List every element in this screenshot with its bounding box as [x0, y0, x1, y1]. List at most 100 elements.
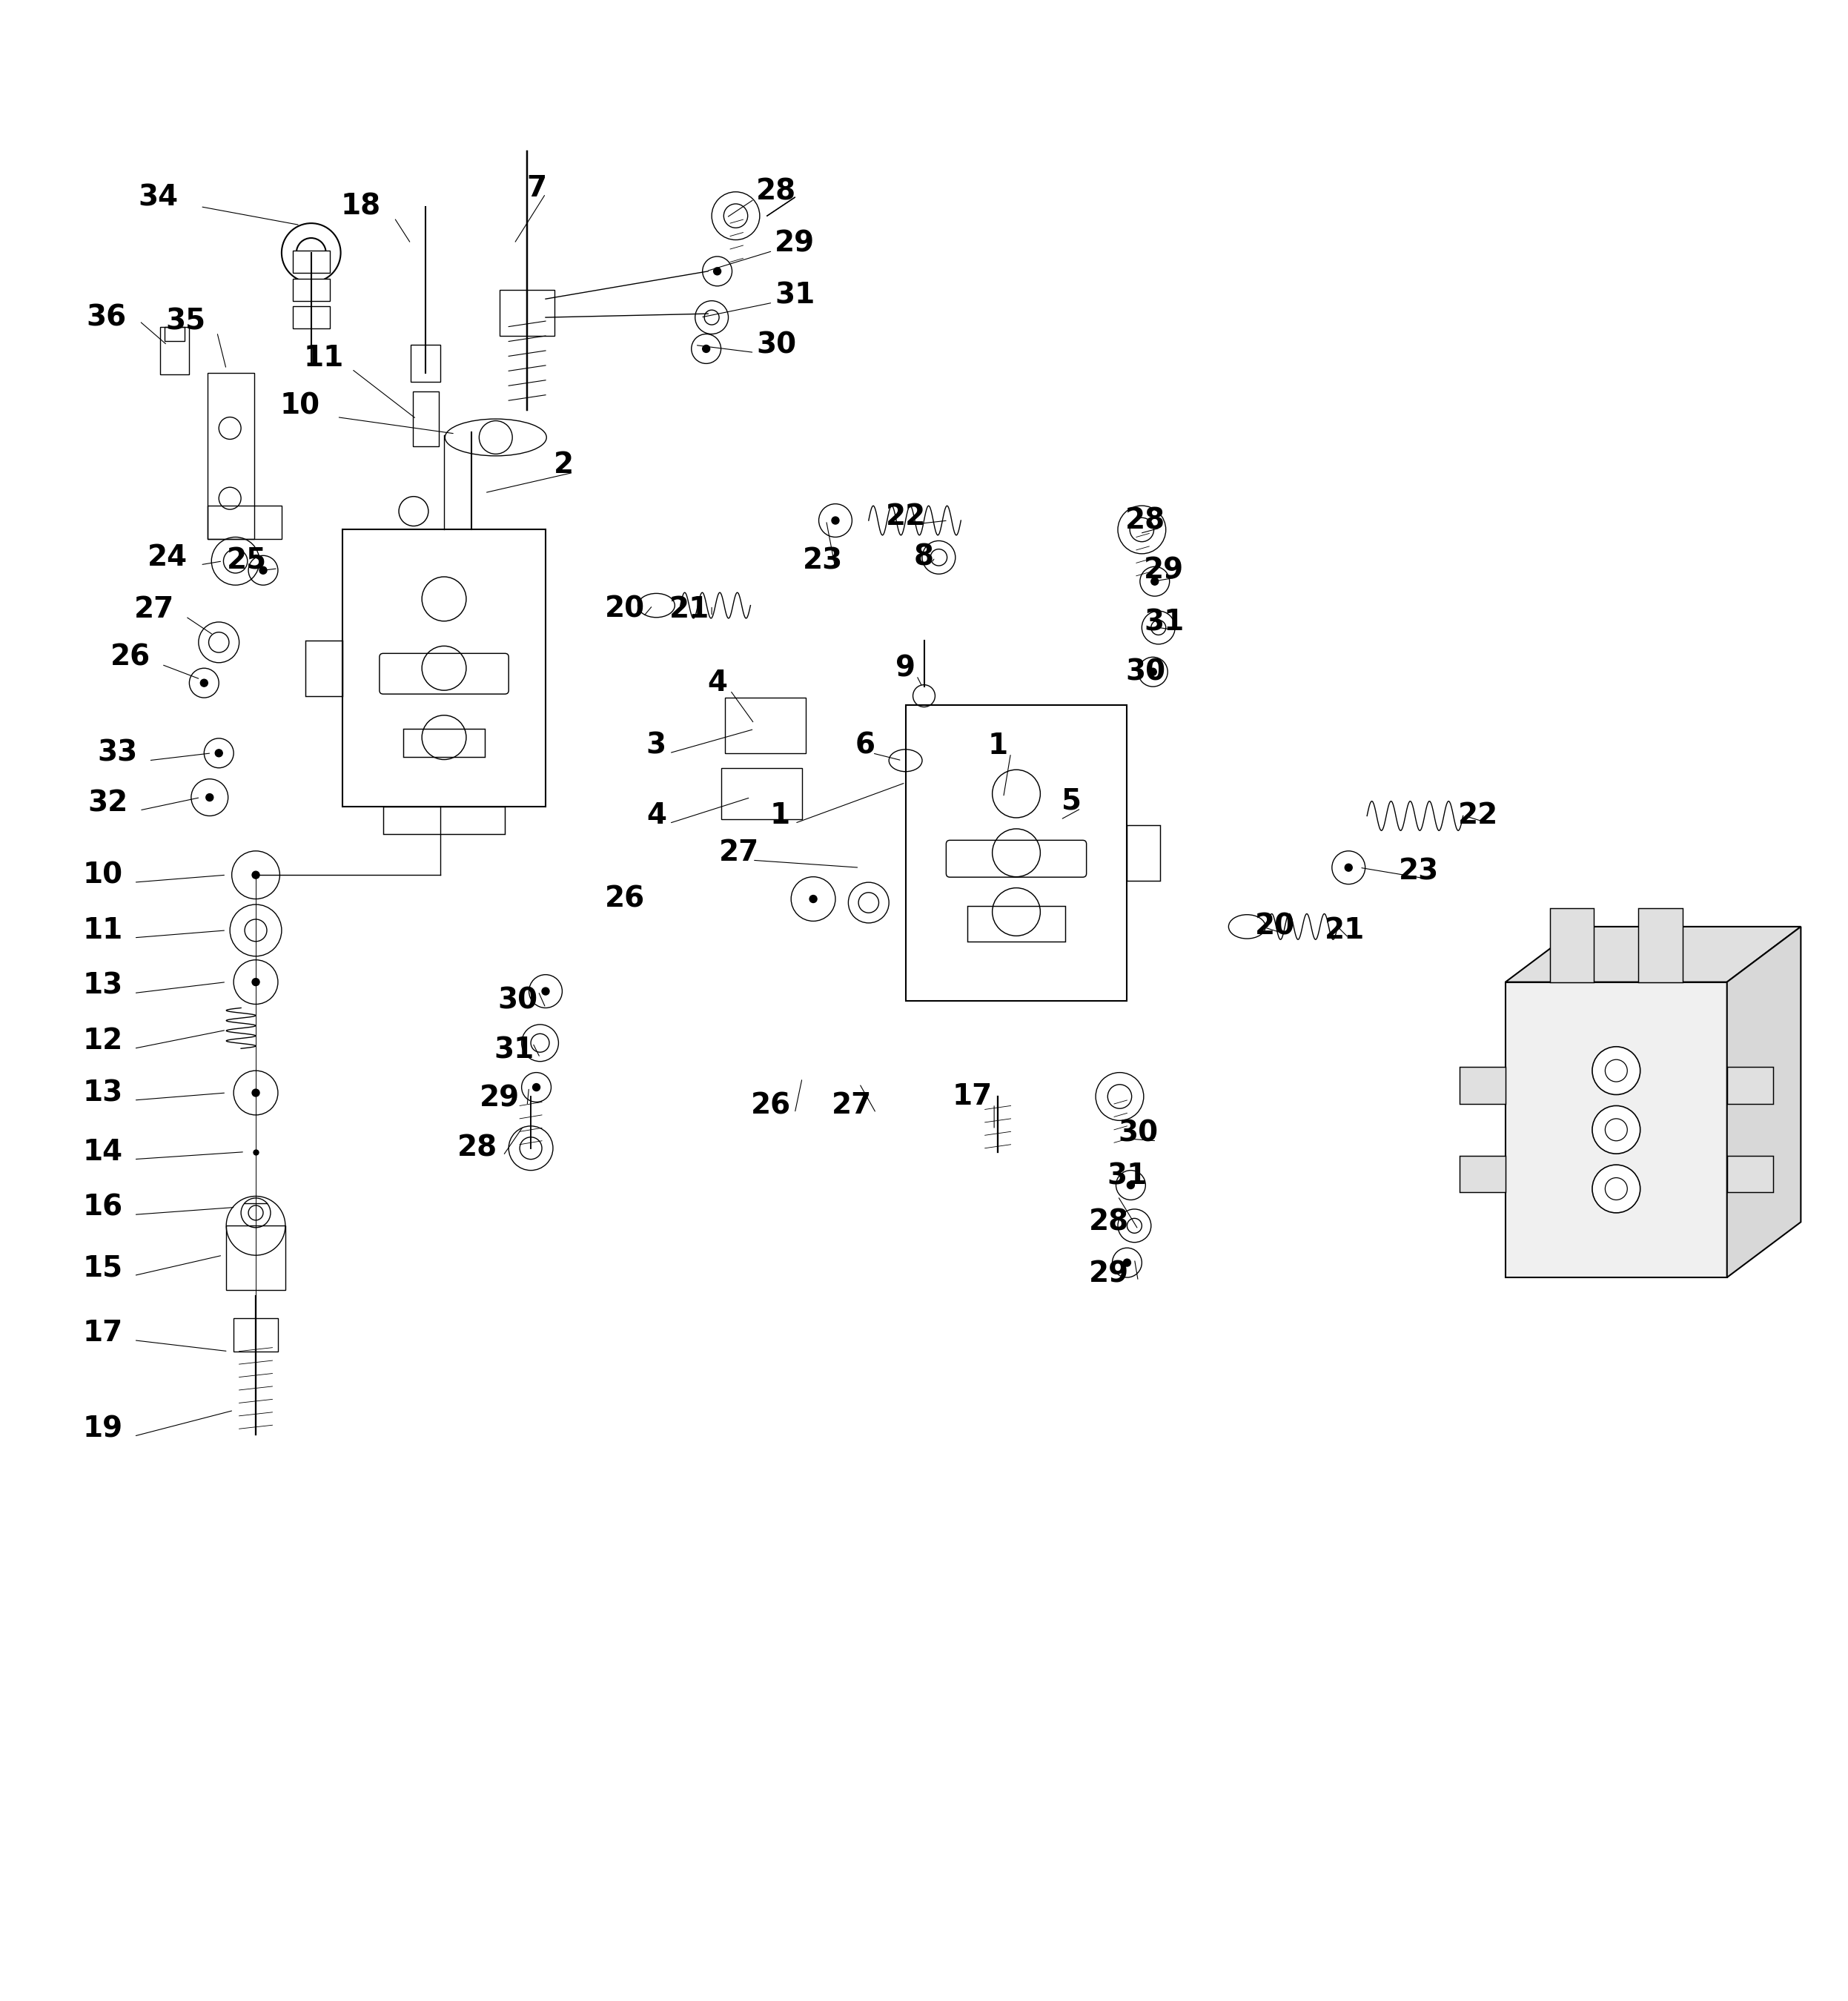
Text: 1: 1: [989, 732, 1007, 760]
Circle shape: [251, 978, 259, 986]
Bar: [207, 506, 281, 538]
Text: 11: 11: [303, 344, 344, 372]
Circle shape: [1593, 1165, 1641, 1213]
Text: 8: 8: [915, 544, 933, 572]
Circle shape: [1151, 578, 1159, 584]
Text: 9: 9: [896, 654, 915, 682]
Text: 2: 2: [554, 450, 575, 478]
Text: 28: 28: [756, 178, 796, 206]
Bar: [233, 1319, 277, 1351]
Text: 17: 17: [952, 1083, 992, 1111]
Bar: [292, 250, 329, 272]
Text: 34: 34: [139, 184, 177, 212]
Text: 28: 28: [1125, 506, 1166, 534]
Bar: [412, 392, 438, 446]
Text: 7: 7: [527, 174, 547, 202]
Bar: [906, 704, 1127, 1000]
Text: 25: 25: [227, 546, 266, 574]
Bar: [1506, 982, 1728, 1277]
Bar: [292, 306, 329, 328]
Text: 1: 1: [771, 802, 791, 830]
Text: 13: 13: [83, 1079, 122, 1107]
Text: 27: 27: [135, 594, 174, 622]
Bar: [724, 698, 806, 752]
Text: 31: 31: [1144, 608, 1185, 636]
Text: 32: 32: [89, 788, 128, 816]
Circle shape: [1149, 668, 1157, 676]
Text: 18: 18: [340, 192, 381, 220]
Text: 23: 23: [802, 546, 843, 574]
Text: 21: 21: [1325, 916, 1366, 944]
Bar: [1460, 1157, 1506, 1193]
Text: 21: 21: [669, 594, 710, 622]
Bar: [968, 906, 1064, 940]
Text: 16: 16: [83, 1193, 122, 1221]
Bar: [1728, 1157, 1772, 1193]
Text: 15: 15: [83, 1255, 122, 1283]
Bar: [164, 326, 185, 340]
Text: 33: 33: [98, 738, 137, 766]
Text: 19: 19: [83, 1415, 122, 1443]
Circle shape: [205, 794, 213, 800]
Text: 28: 28: [1088, 1209, 1129, 1237]
Text: 10: 10: [83, 860, 122, 888]
Circle shape: [251, 1089, 259, 1097]
Bar: [499, 290, 554, 336]
Bar: [207, 372, 253, 538]
Circle shape: [200, 678, 207, 686]
Circle shape: [713, 268, 721, 274]
Text: 31: 31: [774, 282, 815, 310]
Bar: [383, 806, 505, 834]
Text: 23: 23: [1399, 856, 1440, 884]
Circle shape: [259, 566, 266, 574]
Text: 22: 22: [1458, 802, 1499, 830]
Bar: [342, 530, 545, 806]
Text: 28: 28: [456, 1135, 497, 1163]
Text: 22: 22: [885, 502, 926, 530]
Bar: [1127, 824, 1161, 880]
Text: 20: 20: [1255, 912, 1295, 940]
Polygon shape: [1506, 926, 1800, 982]
Circle shape: [1593, 1047, 1641, 1095]
Text: 31: 31: [1107, 1163, 1148, 1191]
Text: 27: 27: [719, 838, 760, 866]
Circle shape: [1127, 1181, 1135, 1189]
Circle shape: [1345, 864, 1353, 870]
Bar: [1728, 1067, 1772, 1105]
Text: 30: 30: [1125, 658, 1166, 686]
Bar: [1460, 1067, 1506, 1105]
Text: 3: 3: [647, 732, 667, 760]
Bar: [721, 768, 802, 820]
Text: 5: 5: [1061, 786, 1081, 814]
Polygon shape: [1728, 926, 1800, 1277]
Text: 29: 29: [774, 230, 815, 258]
Text: 14: 14: [83, 1139, 122, 1167]
Text: 29: 29: [1088, 1261, 1129, 1289]
Bar: [403, 728, 484, 756]
Text: 12: 12: [83, 1027, 122, 1055]
Text: 27: 27: [832, 1093, 872, 1121]
Text: 20: 20: [604, 594, 645, 622]
Circle shape: [832, 516, 839, 524]
Bar: [410, 344, 440, 382]
Text: 26: 26: [604, 884, 645, 912]
Circle shape: [251, 870, 259, 878]
Bar: [1639, 908, 1684, 982]
Circle shape: [1124, 1259, 1131, 1267]
Bar: [159, 326, 188, 374]
Text: 36: 36: [87, 304, 126, 332]
Text: 30: 30: [756, 330, 796, 360]
Bar: [225, 1227, 285, 1291]
Bar: [292, 278, 329, 300]
Text: 29: 29: [1144, 556, 1185, 584]
Bar: [1550, 908, 1595, 982]
Text: 24: 24: [148, 544, 187, 572]
Text: 35: 35: [166, 306, 205, 336]
Text: 26: 26: [750, 1093, 791, 1121]
Circle shape: [1593, 1107, 1641, 1155]
Text: 31: 31: [493, 1037, 534, 1065]
Text: 4: 4: [708, 668, 728, 696]
Text: 4: 4: [647, 802, 667, 830]
Circle shape: [532, 1085, 540, 1091]
Circle shape: [214, 750, 222, 756]
